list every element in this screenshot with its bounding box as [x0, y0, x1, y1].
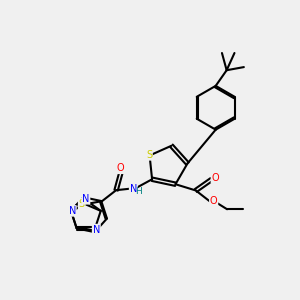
Text: O: O — [212, 173, 219, 183]
Text: N: N — [68, 206, 76, 216]
Text: H: H — [135, 187, 141, 196]
Text: N: N — [93, 225, 100, 235]
Text: N: N — [82, 194, 90, 204]
Text: S: S — [79, 199, 85, 209]
Text: S: S — [146, 150, 152, 160]
Text: O: O — [210, 196, 218, 206]
Text: O: O — [117, 163, 124, 173]
Text: N: N — [130, 184, 137, 194]
